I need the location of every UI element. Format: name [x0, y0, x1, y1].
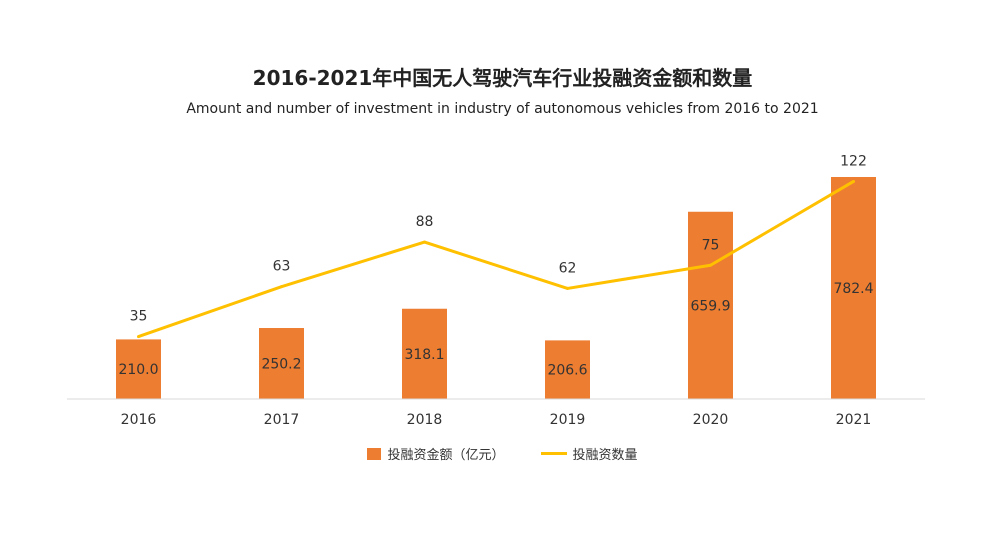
line-label-2016: 35 — [130, 309, 148, 325]
chart-title: 2016-2021年中国无人驾驶汽车行业投融资金额和数量 — [252, 66, 753, 90]
x-tick-label-2021: 2021 — [836, 412, 872, 428]
bar-2021 — [831, 177, 876, 399]
bar-label-2021: 782.4 — [833, 281, 873, 297]
legend-item-count: 投融资数量 — [540, 444, 638, 463]
line-point-2019 — [566, 286, 569, 290]
bar-2018 — [402, 308, 447, 399]
bar-2019 — [545, 340, 590, 399]
legend-swatch-line — [540, 452, 567, 455]
line-series-count — [138, 180, 855, 339]
bar-2017 — [259, 328, 304, 399]
bar-2020 — [688, 211, 733, 399]
chart-subtitle: Amount and number of investment in indus… — [186, 101, 819, 117]
bar-label-2019: 206.6 — [547, 363, 587, 379]
bar-label-2016: 210.0 — [118, 362, 158, 378]
x-tick-label-2019: 2019 — [550, 412, 586, 428]
line-point-2021 — [852, 179, 855, 183]
x-tick-label-2017: 2017 — [264, 412, 300, 428]
line-label-2020: 75 — [702, 237, 720, 253]
legend-label-count: 投融资数量 — [572, 448, 638, 463]
line-point-2016 — [137, 335, 140, 339]
bar-label-2018: 318.1 — [404, 347, 444, 363]
line-point-2017 — [280, 285, 283, 289]
legend-label-amount: 投融资金额（亿元） — [387, 448, 505, 463]
bar-label-2020: 659.9 — [690, 298, 730, 314]
line-label-2017: 63 — [273, 259, 291, 275]
x-tick-label-2016: 2016 — [121, 412, 157, 428]
legend: 投融资金额（亿元） 投融资数量 — [0, 444, 1005, 463]
line-label-2018: 88 — [416, 214, 434, 230]
line-point-2020 — [709, 263, 712, 267]
legend-swatch-bar — [367, 447, 382, 460]
line-label-2019: 62 — [559, 260, 577, 276]
x-tick-label-2018: 2018 — [407, 412, 443, 428]
legend-item-amount: 投融资金额（亿元） — [367, 444, 505, 463]
x-tick-label-2020: 2020 — [693, 412, 729, 428]
line-label-2021: 122 — [840, 153, 867, 169]
bar-2016 — [116, 339, 161, 399]
line-point-2018 — [423, 240, 426, 244]
bar-label-2017: 250.2 — [261, 357, 301, 373]
